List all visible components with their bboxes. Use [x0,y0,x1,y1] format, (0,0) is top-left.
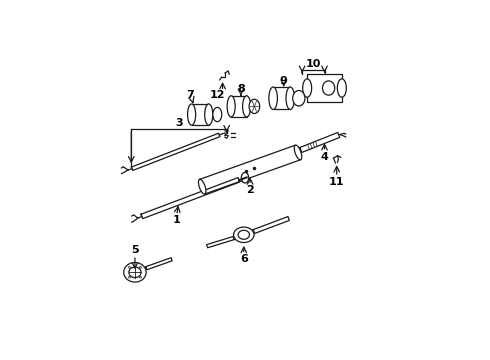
Bar [231,96,246,117]
Ellipse shape [129,267,141,278]
Ellipse shape [139,276,142,278]
Ellipse shape [322,81,335,95]
Ellipse shape [234,227,254,243]
Text: 11: 11 [329,177,344,187]
Text: 12: 12 [210,90,225,100]
Ellipse shape [124,262,146,282]
Ellipse shape [303,79,312,97]
Ellipse shape [128,267,130,268]
Polygon shape [141,177,240,219]
Text: 9: 9 [280,76,288,86]
Ellipse shape [293,90,305,106]
Text: 7: 7 [186,90,194,100]
Text: 4: 4 [320,152,328,162]
Text: 10: 10 [306,59,321,69]
Polygon shape [131,133,220,171]
Ellipse shape [286,87,294,109]
Bar [192,104,209,125]
Ellipse shape [238,230,249,239]
Ellipse shape [227,96,235,117]
Ellipse shape [337,79,346,97]
Ellipse shape [128,276,130,278]
Text: 2: 2 [246,185,254,195]
Ellipse shape [269,87,277,109]
Text: 5: 5 [131,245,139,255]
Ellipse shape [294,145,302,160]
Ellipse shape [249,99,260,113]
Polygon shape [300,132,340,153]
Bar [307,74,342,102]
Polygon shape [199,145,300,194]
Text: 1: 1 [173,215,181,225]
Bar [273,87,290,109]
Ellipse shape [188,104,196,125]
Ellipse shape [139,267,142,268]
Polygon shape [207,237,234,248]
Ellipse shape [213,107,222,122]
Text: 6: 6 [240,254,248,264]
Text: 8: 8 [237,84,245,94]
Ellipse shape [242,172,249,183]
Ellipse shape [205,104,213,125]
Ellipse shape [198,179,206,194]
Polygon shape [146,258,172,270]
Ellipse shape [243,96,251,117]
Text: 3: 3 [175,118,183,128]
Polygon shape [253,217,290,233]
